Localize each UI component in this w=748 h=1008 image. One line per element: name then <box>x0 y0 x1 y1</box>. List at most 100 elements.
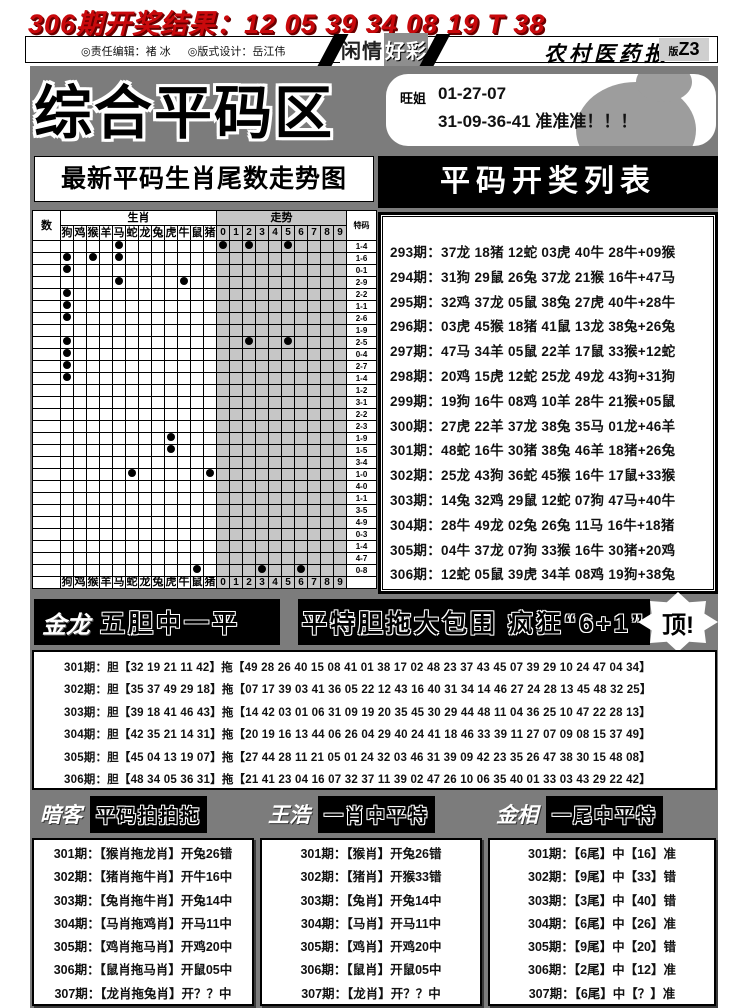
zodiac-cell <box>73 300 87 313</box>
digit-cell <box>281 348 295 361</box>
digit-cell <box>229 540 243 553</box>
zodiac-cell <box>177 396 191 409</box>
digit-cell <box>242 420 256 433</box>
zodiac-cell <box>73 540 87 553</box>
zodiac-cell <box>60 564 74 577</box>
zodiac-cell <box>73 360 87 373</box>
zodiac-cell <box>73 336 87 349</box>
zodiac-cell <box>73 240 87 253</box>
zodiac-footer-label: 鸡 <box>73 576 87 589</box>
result-row: 301期：48蛇 16牛 30猪 38兔 46羊 18猪+26兔 <box>390 443 676 459</box>
zodiac-cell <box>60 552 74 565</box>
digit-cell <box>268 564 282 577</box>
zodiac-cell <box>112 528 126 541</box>
digit-cell <box>255 480 269 493</box>
digit-cell <box>242 456 256 469</box>
zodiac-cell <box>138 480 152 493</box>
zodiac-footer-label: 龙 <box>138 576 152 589</box>
zodiac-cell <box>203 480 217 493</box>
zodiac-cell <box>190 300 204 313</box>
zodiac-cell <box>60 432 74 445</box>
trend-row: 2-9 <box>32 276 377 289</box>
grid-corner-label: 数 <box>32 210 61 241</box>
zodiac-cell <box>164 396 178 409</box>
zodiac-cell <box>112 408 126 421</box>
trend-row: 1-9 <box>32 324 377 337</box>
digit-cell <box>229 384 243 397</box>
trend-row: 1-4 <box>32 372 377 385</box>
digit-cell <box>320 480 334 493</box>
zodiac-cell <box>125 444 139 457</box>
num-col-cell <box>32 576 61 589</box>
zodiac-footer-label: 鼠 <box>190 576 204 589</box>
num-col-cell <box>32 468 61 481</box>
digit-cell <box>333 372 347 385</box>
trend-row: 2-3 <box>32 420 377 433</box>
result-row: 306期：12蛇 05鼠 39虎 34羊 08鸡 19狗+38兔 <box>390 567 676 583</box>
zodiac-cell <box>164 336 178 349</box>
digit-col-header: 1 <box>229 225 243 241</box>
zodiac-cell <box>86 492 100 505</box>
digit-cell <box>294 324 308 337</box>
digit-cell <box>229 468 243 481</box>
digit-cell <box>242 492 256 505</box>
digit-cell <box>294 480 308 493</box>
zodiac-cell <box>190 348 204 361</box>
tipster-row: 307期：【6尾】中【？】准 <box>528 986 676 1001</box>
zodiac-cell <box>73 504 87 517</box>
num-col-cell <box>32 396 61 409</box>
digit-cell <box>294 300 308 313</box>
zodiac-col-header: 猪 <box>203 225 217 241</box>
zodiac-cell <box>86 252 100 265</box>
digit-cell <box>281 456 295 469</box>
digit-cell <box>216 552 230 565</box>
digit-cell <box>333 528 347 541</box>
digit-cell <box>216 396 230 409</box>
digit-cell <box>320 264 334 277</box>
num-col-cell <box>32 324 61 337</box>
zodiac-cell <box>125 300 139 313</box>
zodiac-cell <box>99 480 113 493</box>
zodiac-cell <box>125 348 139 361</box>
digit-cell <box>320 468 334 481</box>
zodiac-cell <box>86 432 100 445</box>
tipster-row: 307期：【龙肖拖兔肖】开？？中 <box>54 986 232 1001</box>
zodiac-cell <box>177 420 191 433</box>
digit-cell <box>242 384 256 397</box>
digit-cell <box>320 300 334 313</box>
digit-cell <box>333 540 347 553</box>
digit-cell <box>281 264 295 277</box>
zodiac-cell <box>86 264 100 277</box>
digit-cell <box>255 384 269 397</box>
zodiac-cell <box>86 372 100 385</box>
zodiac-cell <box>112 324 126 337</box>
zodiac-cell <box>177 444 191 457</box>
logo-text-right: 好彩 <box>384 33 428 66</box>
tipster-rows-box: 301期：【猴肖拖龙肖】开兔26错 302期：【猪肖拖牛肖】开牛16中 303期：【… <box>32 838 254 1006</box>
banner-left-box: 金龙 五胆中一平 <box>34 599 280 645</box>
zodiac-cell <box>138 384 152 397</box>
digit-cell <box>242 444 256 457</box>
zodiac-cell <box>99 288 113 301</box>
num-col-cell <box>32 420 61 433</box>
zodiac-cell <box>73 408 87 421</box>
zodiac-col-header: 兔 <box>151 225 165 241</box>
tipster-title: 一尾中平特 <box>552 805 658 827</box>
zodiac-cell <box>125 528 139 541</box>
zodiac-cell <box>99 372 113 385</box>
zodiac-cell <box>164 276 178 289</box>
digit-cell <box>216 264 230 277</box>
result-row: 305期：04牛 37龙 07狗 33猴 16牛 30猪+20鸡 <box>390 542 676 558</box>
digit-cell <box>242 240 256 253</box>
zodiac-cell <box>99 432 113 445</box>
tipster-box: 旺姐 01-27-07 31-09-36-41 准准准！！！ <box>386 74 716 146</box>
zodiac-cell <box>138 360 152 373</box>
trend-dot-icon <box>89 253 97 261</box>
digit-cell <box>216 408 230 421</box>
banner-title-2: 平特胆拖大包围 疯狂“6+1” <box>301 610 647 638</box>
zodiac-cell <box>112 240 126 253</box>
zodiac-cell <box>203 312 217 325</box>
digit-cell <box>307 492 321 505</box>
tema-value: 1-4 <box>346 540 377 553</box>
zodiac-cell <box>190 504 204 517</box>
